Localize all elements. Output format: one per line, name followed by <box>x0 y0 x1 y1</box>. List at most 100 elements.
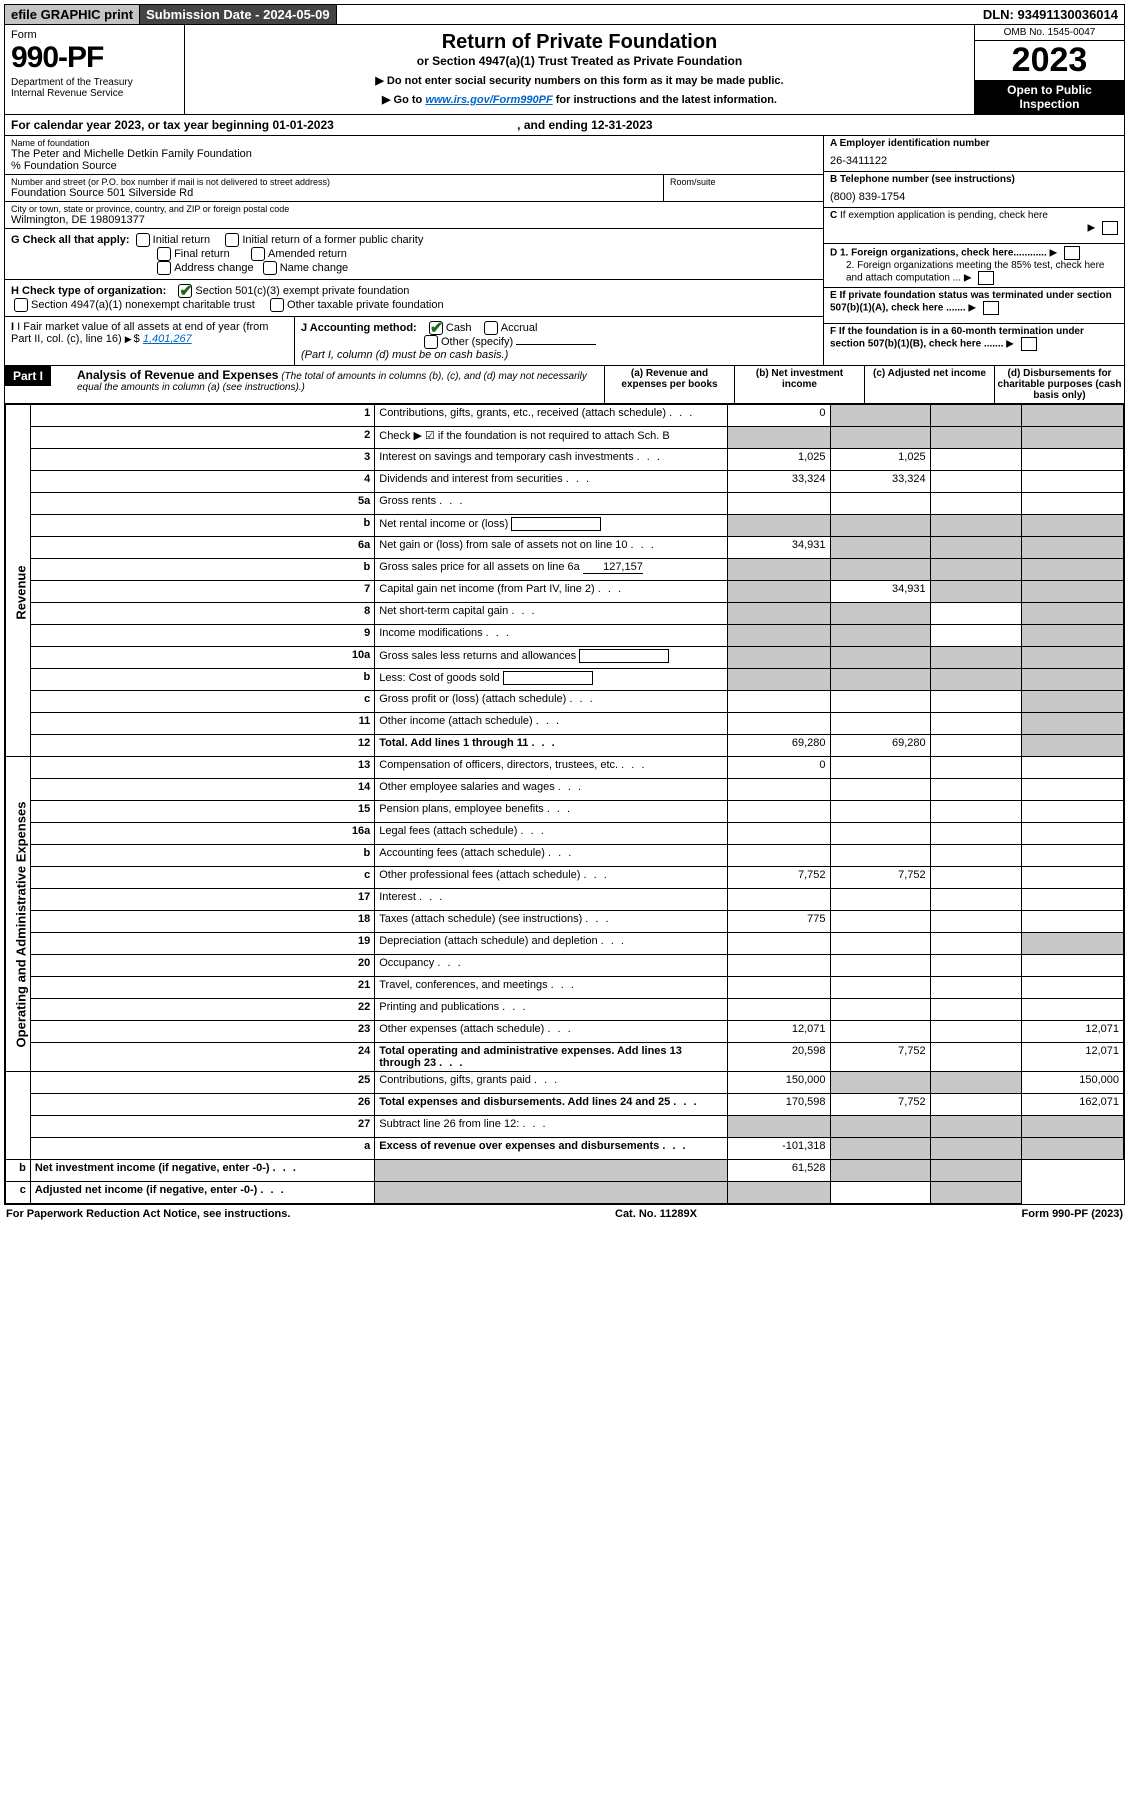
g-final-checkbox[interactable] <box>157 247 171 261</box>
line-description: Net rental income or (loss) <box>375 515 728 537</box>
j-other-checkbox[interactable] <box>424 335 438 349</box>
table-row: cGross profit or (loss) (attach schedule… <box>6 691 1124 713</box>
amount-cell <box>727 977 830 999</box>
line-description: Travel, conferences, and meetings . . . <box>375 977 728 999</box>
table-row: bAccounting fees (attach schedule) . . . <box>6 845 1124 867</box>
entity-block: Name of foundation The Peter and Michell… <box>5 136 1124 365</box>
amount-cell <box>830 647 930 669</box>
amount-cell: 33,324 <box>830 471 930 493</box>
table-row: bGross sales price for all assets on lin… <box>6 559 1124 581</box>
amount-cell <box>830 801 930 823</box>
efile-label: efile GRAPHIC print <box>5 5 140 24</box>
c-checkbox[interactable] <box>1102 221 1118 235</box>
line-description: Excess of revenue over expenses and disb… <box>375 1138 728 1160</box>
amount-cell <box>930 1043 1022 1072</box>
amount-cell <box>1022 691 1124 713</box>
amount-cell <box>1022 669 1124 691</box>
amount-cell <box>727 493 830 515</box>
line-description: Dividends and interest from securities .… <box>375 471 728 493</box>
line-description: Depreciation (attach schedule) and deple… <box>375 933 728 955</box>
calendar-row: For calendar year 2023, or tax year begi… <box>5 115 1124 136</box>
amount-cell <box>1022 647 1124 669</box>
amount-cell <box>1022 515 1124 537</box>
amount-cell <box>727 515 830 537</box>
amount-cell <box>930 1094 1022 1116</box>
g-initial-former-checkbox[interactable] <box>225 233 239 247</box>
d2-checkbox[interactable] <box>978 271 994 285</box>
amount-cell <box>1022 999 1124 1021</box>
amount-cell <box>930 823 1022 845</box>
amount-cell <box>930 911 1022 933</box>
amount-cell <box>930 779 1022 801</box>
amount-cell <box>1022 757 1124 779</box>
line-description: Interest on savings and temporary cash i… <box>375 449 728 471</box>
table-row: cOther professional fees (attach schedul… <box>6 867 1124 889</box>
d1-checkbox[interactable] <box>1064 246 1080 260</box>
open-inspection: Open to Public Inspection <box>975 80 1124 114</box>
amount-cell <box>930 757 1022 779</box>
f-checkbox[interactable] <box>1021 337 1037 351</box>
amount-cell: 7,752 <box>830 867 930 889</box>
line-description: Occupancy . . . <box>375 955 728 977</box>
table-row: 26Total expenses and disbursements. Add … <box>6 1094 1124 1116</box>
amount-cell <box>930 427 1022 449</box>
footer-left: For Paperwork Reduction Act Notice, see … <box>6 1208 290 1220</box>
table-row: bNet rental income or (loss) <box>6 515 1124 537</box>
col-a: (a) Revenue and expenses per books <box>604 366 734 403</box>
line-number: b <box>30 669 374 691</box>
g-initial-checkbox[interactable] <box>136 233 150 247</box>
tax-year: 2023 <box>975 41 1124 80</box>
line-description: Total. Add lines 1 through 11 . . . <box>375 735 728 757</box>
line-number: 25 <box>30 1072 374 1094</box>
amount-cell <box>727 625 830 647</box>
h-501c3-checkbox[interactable] <box>178 284 192 298</box>
amount-cell <box>1022 801 1124 823</box>
table-row: 25Contributions, gifts, grants paid . . … <box>6 1072 1124 1094</box>
amount-cell <box>930 471 1022 493</box>
e-checkbox[interactable] <box>983 301 999 315</box>
amount-cell <box>727 1182 830 1204</box>
entity-left: Name of foundation The Peter and Michell… <box>5 136 824 365</box>
amount-cell <box>727 889 830 911</box>
g-name-checkbox[interactable] <box>263 261 277 275</box>
amount-cell <box>1022 977 1124 999</box>
j-accrual-checkbox[interactable] <box>484 321 498 335</box>
fmv-link[interactable]: 1,401,267 <box>143 333 192 345</box>
line-number: a <box>30 1138 374 1160</box>
amount-cell <box>930 515 1022 537</box>
amount-cell <box>1022 867 1124 889</box>
amount-cell <box>1022 1138 1124 1160</box>
line-number: c <box>30 691 374 713</box>
table-row: 27Subtract line 26 from line 12: . . . <box>6 1116 1124 1138</box>
amount-cell <box>1022 493 1124 515</box>
line-number: 9 <box>30 625 374 647</box>
line-number: 21 <box>30 977 374 999</box>
amount-cell <box>830 1182 930 1204</box>
side-blank <box>6 1072 31 1160</box>
table-row: 5aGross rents . . . <box>6 493 1124 515</box>
g-amended-checkbox[interactable] <box>251 247 265 261</box>
amount-cell <box>1022 1116 1124 1138</box>
amount-cell <box>930 1116 1022 1138</box>
g-address-checkbox[interactable] <box>157 261 171 275</box>
part1-header: Part I Analysis of Revenue and Expenses … <box>5 365 1124 404</box>
amount-cell: 162,071 <box>1022 1094 1124 1116</box>
ein-value: 26-3411122 <box>830 155 1118 167</box>
amount-cell <box>727 999 830 1021</box>
amount-cell <box>930 1072 1022 1094</box>
amount-cell <box>930 625 1022 647</box>
h-4947-checkbox[interactable] <box>14 298 28 312</box>
amount-cell <box>830 889 930 911</box>
irs-link[interactable]: www.irs.gov/Form990PF <box>425 94 552 106</box>
h-other-checkbox[interactable] <box>270 298 284 312</box>
line-number: 4 <box>30 471 374 493</box>
amount-cell <box>830 603 930 625</box>
j-cash-checkbox[interactable] <box>429 321 443 335</box>
d-section: D 1. Foreign organizations, check here..… <box>824 244 1124 288</box>
side-revenue: Revenue <box>6 405 31 757</box>
amount-cell <box>375 1182 728 1204</box>
footer-mid: Cat. No. 11289X <box>615 1208 697 1220</box>
amount-cell <box>1022 955 1124 977</box>
amount-cell <box>830 405 930 427</box>
amount-cell <box>1022 911 1124 933</box>
